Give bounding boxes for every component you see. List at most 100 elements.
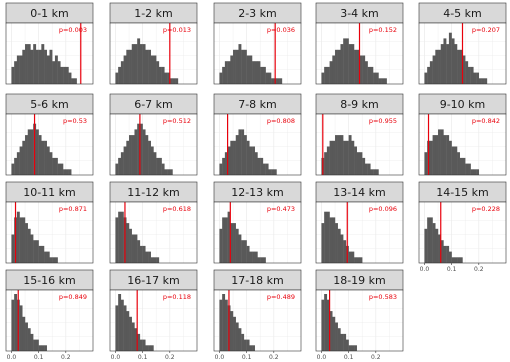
histogram-bar bbox=[25, 135, 28, 175]
histogram-bar bbox=[446, 135, 450, 175]
histogram-bar bbox=[233, 140, 236, 175]
histogram-bar bbox=[329, 311, 333, 351]
histogram-bar bbox=[351, 251, 355, 263]
histogram-bar bbox=[219, 72, 223, 84]
histogram-bar bbox=[260, 157, 264, 175]
p-value-label: p=0.096 bbox=[369, 205, 397, 213]
facet-strip-label: 1-2 km bbox=[134, 7, 173, 20]
histogram-bar bbox=[337, 49, 341, 84]
histogram-bar bbox=[139, 44, 143, 84]
histogram-bar bbox=[44, 140, 47, 175]
histogram-bar bbox=[467, 163, 471, 175]
histogram-bar bbox=[246, 55, 250, 84]
histogram-bar bbox=[337, 328, 341, 351]
histogram-bar bbox=[54, 257, 58, 263]
p-value-label: p=0.473 bbox=[267, 205, 295, 213]
facet-strip-label: 15-16 km bbox=[23, 274, 76, 287]
histogram-bar bbox=[33, 240, 37, 263]
histogram-bar bbox=[52, 157, 56, 175]
histogram-bar bbox=[156, 61, 160, 84]
histogram-bar bbox=[44, 49, 47, 84]
p-value-label: p=0.512 bbox=[163, 117, 191, 125]
panel-border bbox=[213, 289, 302, 352]
histogram-bar bbox=[257, 61, 261, 84]
histogram-bar bbox=[19, 217, 23, 263]
facet-panel: 0-1 km p=0.003 bbox=[5, 2, 94, 85]
histogram-bar bbox=[459, 49, 463, 84]
x-axis-tick-label: 0.2 bbox=[371, 354, 381, 361]
histogram-bar bbox=[335, 49, 338, 84]
histogram-bar bbox=[343, 333, 347, 351]
histogram-bar bbox=[123, 305, 127, 351]
histogram-bar bbox=[268, 169, 272, 175]
histogram-bar bbox=[478, 78, 482, 84]
histogram-bar bbox=[271, 169, 275, 175]
histogram-bar bbox=[448, 140, 452, 175]
panel-border bbox=[5, 22, 94, 85]
histogram-bar bbox=[246, 339, 250, 351]
histogram-bar bbox=[470, 66, 474, 84]
facet-panel: 10-11 km p=0.871 bbox=[5, 181, 94, 264]
histogram-bar bbox=[33, 44, 37, 84]
facet-strip-label: 5-6 km bbox=[30, 98, 69, 111]
histogram-bar bbox=[123, 146, 127, 175]
histogram-bar bbox=[227, 61, 231, 84]
histogram-bar bbox=[46, 55, 50, 84]
x-axis-tick-label: 0.2 bbox=[269, 354, 279, 361]
histogram-bar bbox=[126, 223, 130, 263]
histogram-bar bbox=[241, 240, 245, 263]
histogram-bar bbox=[11, 66, 15, 84]
p-value-label: p=0.842 bbox=[472, 117, 500, 125]
histogram-bar bbox=[33, 339, 37, 351]
histogram-bar bbox=[356, 152, 360, 175]
histogram-bar bbox=[30, 333, 34, 351]
histogram-bar bbox=[364, 163, 368, 175]
histogram-bar bbox=[429, 217, 433, 263]
panel-border bbox=[418, 22, 507, 85]
histogram-bar bbox=[235, 228, 239, 263]
panel-border bbox=[315, 22, 404, 85]
histogram-bar bbox=[126, 311, 130, 351]
histogram-bar bbox=[326, 146, 330, 175]
histogram-bar bbox=[332, 140, 336, 175]
histogram-bar bbox=[457, 152, 460, 175]
histogram-bar bbox=[351, 140, 355, 175]
histogram-bar bbox=[473, 169, 477, 175]
histogram-bar bbox=[16, 152, 20, 175]
histogram-bar bbox=[27, 44, 31, 84]
histogram-bar bbox=[115, 305, 119, 351]
histogram-bar bbox=[16, 55, 20, 84]
histogram-bar bbox=[131, 234, 135, 263]
histogram-bar bbox=[14, 61, 18, 84]
histogram-bar bbox=[429, 61, 433, 84]
histogram-bar bbox=[321, 223, 325, 263]
histogram-bar bbox=[356, 49, 360, 84]
histogram-bar bbox=[27, 228, 31, 263]
p-value-label: p=0.489 bbox=[267, 293, 295, 301]
histogram-bar bbox=[38, 49, 42, 84]
histogram-bar bbox=[241, 49, 245, 84]
histogram-bar bbox=[126, 49, 130, 84]
histogram-bar bbox=[11, 234, 15, 263]
x-axis-tick-label: 0.0 bbox=[317, 354, 327, 361]
histogram-bar bbox=[268, 72, 272, 84]
histogram-bar bbox=[145, 345, 149, 351]
histogram-bar bbox=[139, 339, 143, 351]
p-value-label: p=0.118 bbox=[163, 293, 191, 301]
histogram-bar bbox=[252, 345, 255, 351]
histogram-bar bbox=[246, 245, 250, 263]
histogram-bar bbox=[454, 44, 458, 84]
histogram-bar bbox=[134, 44, 138, 84]
histogram-bar bbox=[142, 44, 146, 84]
histogram-bar bbox=[118, 211, 122, 263]
histogram-bar bbox=[465, 61, 469, 84]
histogram-bar bbox=[351, 44, 355, 84]
histogram-bar bbox=[329, 140, 333, 175]
histogram-bar bbox=[230, 311, 234, 351]
x-axis-tick-label: 0.0 bbox=[215, 354, 225, 361]
histogram-bar bbox=[467, 66, 471, 84]
histogram-bar bbox=[148, 140, 151, 175]
x-axis-tick-label: 0.1 bbox=[447, 266, 457, 273]
histogram-bar bbox=[249, 345, 253, 351]
histogram-bar bbox=[27, 129, 31, 175]
